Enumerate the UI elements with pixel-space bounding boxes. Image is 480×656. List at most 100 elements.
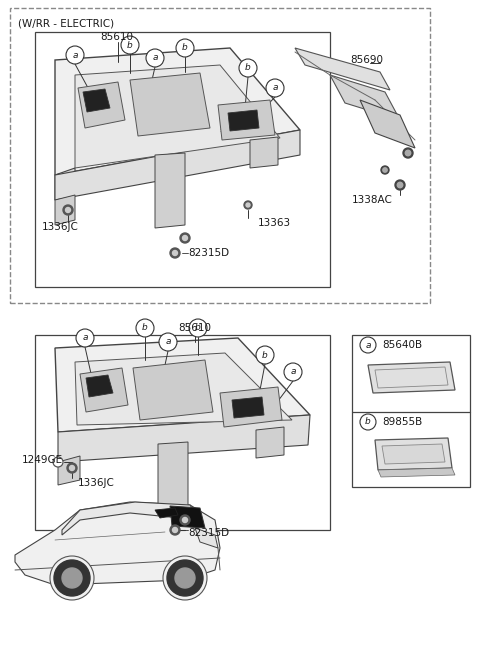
Text: a: a — [365, 340, 371, 350]
Polygon shape — [78, 82, 125, 128]
Circle shape — [403, 148, 413, 158]
Polygon shape — [83, 89, 110, 112]
Circle shape — [53, 457, 63, 467]
Circle shape — [66, 46, 84, 64]
Text: 1336JC: 1336JC — [78, 478, 115, 488]
Polygon shape — [228, 110, 259, 131]
Text: 1249GE: 1249GE — [22, 455, 63, 465]
Circle shape — [167, 560, 203, 596]
Text: b: b — [182, 43, 188, 52]
Circle shape — [395, 180, 405, 190]
Circle shape — [180, 233, 190, 243]
Text: a: a — [82, 333, 88, 342]
Circle shape — [397, 182, 403, 188]
Circle shape — [54, 560, 90, 596]
Circle shape — [121, 36, 139, 54]
Bar — [35, 335, 330, 530]
Circle shape — [172, 251, 178, 255]
Circle shape — [76, 329, 94, 347]
Polygon shape — [15, 502, 220, 585]
Circle shape — [163, 556, 207, 600]
Polygon shape — [232, 397, 264, 418]
Polygon shape — [75, 353, 292, 425]
Text: 85610: 85610 — [179, 323, 212, 333]
Circle shape — [360, 414, 376, 430]
Text: a: a — [272, 83, 278, 92]
Polygon shape — [130, 73, 210, 136]
Text: 82315D: 82315D — [188, 248, 229, 258]
Circle shape — [239, 59, 257, 77]
Text: b: b — [262, 350, 268, 359]
Polygon shape — [155, 153, 185, 228]
Polygon shape — [360, 100, 415, 148]
Bar — [35, 32, 330, 287]
Polygon shape — [170, 506, 205, 528]
Text: 85690: 85690 — [350, 55, 383, 65]
Polygon shape — [195, 528, 218, 548]
Polygon shape — [86, 375, 113, 397]
Circle shape — [170, 525, 180, 535]
Text: a: a — [72, 51, 78, 60]
Bar — [10, 8, 430, 303]
Polygon shape — [158, 442, 188, 512]
Polygon shape — [62, 502, 200, 535]
Text: 13363: 13363 — [258, 218, 291, 228]
Polygon shape — [55, 48, 300, 175]
Polygon shape — [330, 75, 400, 120]
Polygon shape — [375, 438, 452, 470]
Circle shape — [182, 236, 188, 241]
Circle shape — [67, 463, 77, 473]
Circle shape — [381, 166, 389, 174]
Polygon shape — [55, 130, 300, 200]
Polygon shape — [220, 387, 282, 427]
Circle shape — [136, 319, 154, 337]
Text: 1336JC: 1336JC — [42, 222, 79, 232]
Text: 85640B: 85640B — [382, 340, 422, 350]
Text: 1338AC: 1338AC — [352, 195, 393, 205]
Polygon shape — [55, 338, 310, 432]
Circle shape — [176, 39, 194, 57]
Text: (W/RR - ELECTRIC): (W/RR - ELECTRIC) — [18, 18, 114, 28]
Text: a: a — [165, 337, 171, 346]
Text: b: b — [127, 41, 133, 49]
Polygon shape — [55, 195, 75, 225]
Circle shape — [360, 337, 376, 353]
Text: a: a — [290, 367, 296, 377]
Circle shape — [50, 556, 94, 600]
Bar — [352, 335, 470, 487]
Polygon shape — [80, 368, 128, 412]
Circle shape — [244, 201, 252, 209]
Polygon shape — [295, 48, 390, 90]
Polygon shape — [133, 360, 213, 420]
Polygon shape — [256, 427, 284, 458]
Circle shape — [383, 168, 387, 172]
Polygon shape — [155, 508, 178, 518]
Text: 89855B: 89855B — [382, 417, 422, 427]
Text: 85610: 85610 — [100, 32, 133, 42]
Polygon shape — [382, 444, 445, 464]
Circle shape — [170, 248, 180, 258]
Circle shape — [146, 49, 164, 67]
Circle shape — [159, 333, 177, 351]
Circle shape — [175, 568, 195, 588]
Circle shape — [284, 363, 302, 381]
Text: b: b — [365, 417, 371, 426]
Polygon shape — [58, 456, 80, 485]
Text: b: b — [142, 323, 148, 333]
Polygon shape — [75, 65, 280, 168]
Text: b: b — [245, 64, 251, 73]
Circle shape — [405, 150, 411, 155]
Circle shape — [63, 205, 73, 215]
Circle shape — [266, 79, 284, 97]
Polygon shape — [55, 168, 75, 200]
Text: a: a — [152, 54, 158, 62]
Polygon shape — [218, 100, 275, 140]
Circle shape — [65, 207, 71, 213]
Polygon shape — [368, 362, 455, 393]
Circle shape — [180, 515, 190, 525]
Circle shape — [256, 346, 274, 364]
Circle shape — [62, 568, 82, 588]
Circle shape — [246, 203, 250, 207]
Polygon shape — [378, 468, 455, 477]
Polygon shape — [58, 415, 310, 462]
